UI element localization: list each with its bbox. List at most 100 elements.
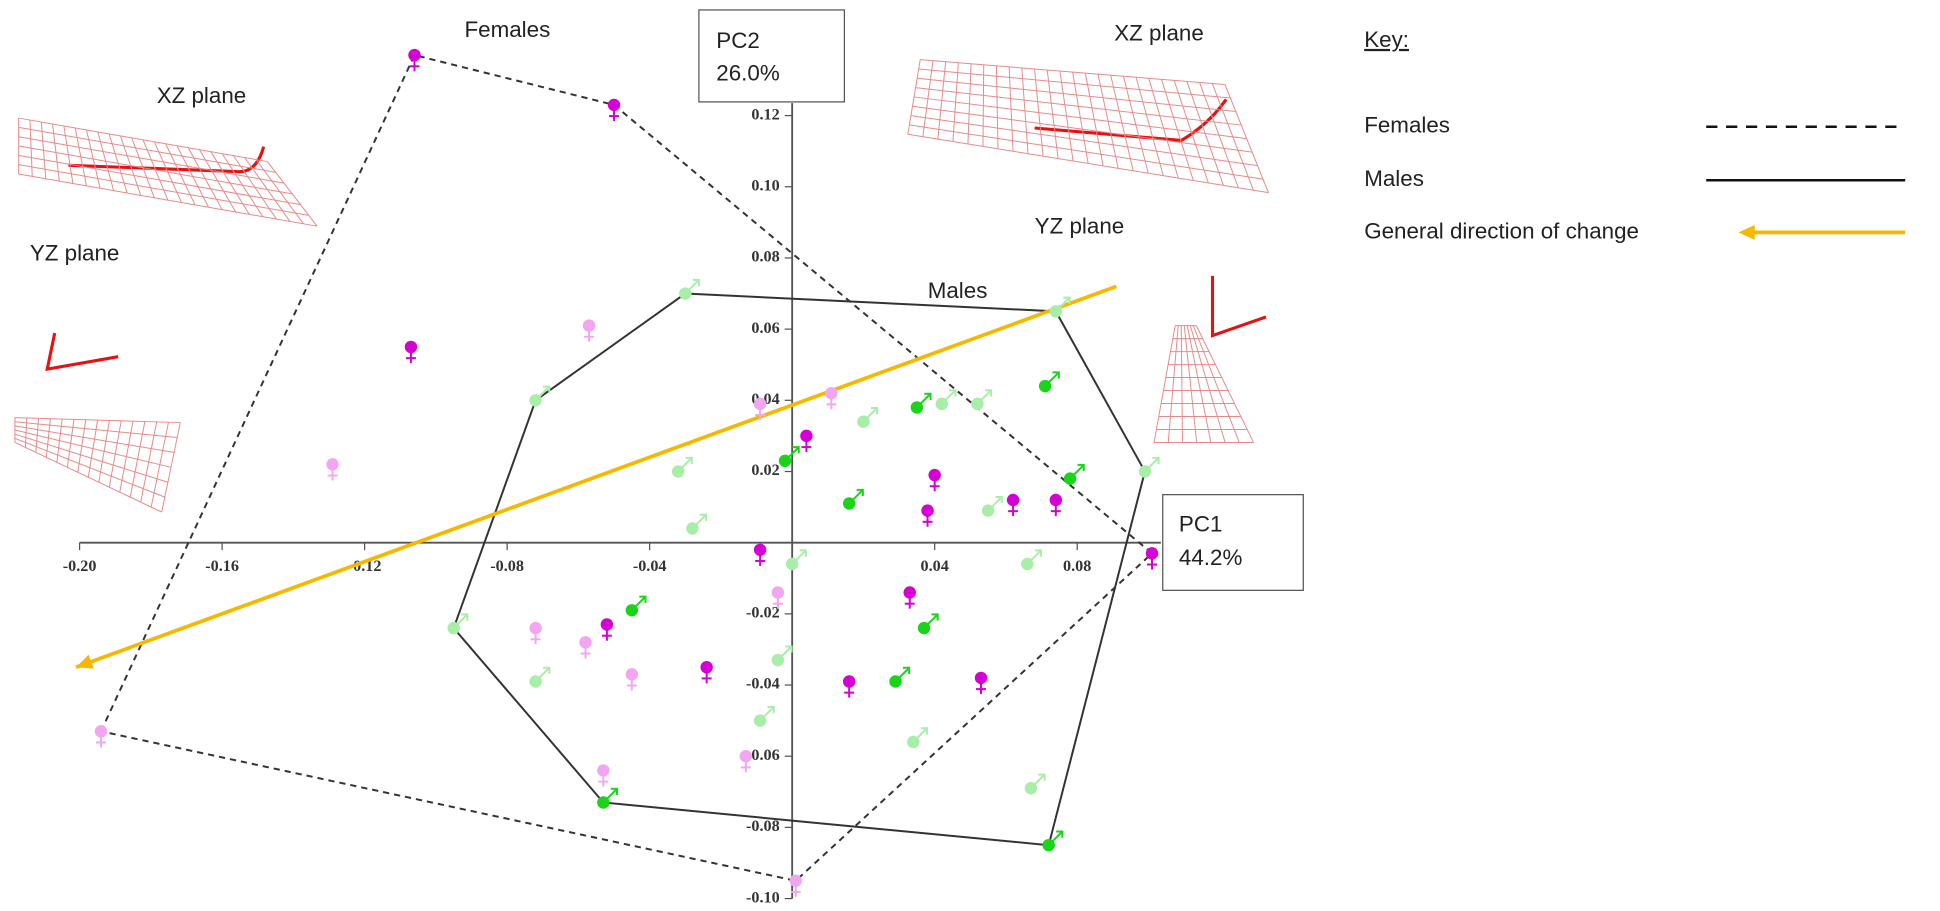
data-point	[686, 522, 699, 535]
data-point	[1138, 465, 1152, 478]
grid-deco	[14, 417, 181, 424]
data-point	[857, 415, 870, 428]
grid-deco	[1153, 325, 1176, 443]
annotation: Females	[464, 17, 550, 42]
data-point	[700, 661, 713, 674]
symbol-glyph	[543, 385, 551, 393]
symbol-glyph	[788, 446, 800, 458]
data-point	[753, 714, 767, 727]
annotation: YZ plane	[1035, 213, 1125, 238]
legend-label: Females	[1364, 113, 1450, 138]
shape-change-curve	[1210, 275, 1267, 338]
legend-label: General direction of change	[1364, 218, 1639, 243]
data-point	[935, 397, 949, 411]
x-tick-label: -0.08	[490, 558, 524, 575]
symbol-glyph	[1048, 371, 1060, 384]
symbol-glyph	[1063, 296, 1071, 304]
grid-deco	[18, 145, 293, 195]
annotation: YZ plane	[30, 241, 120, 266]
shape-change-curve	[45, 332, 119, 372]
grid-deco	[14, 425, 175, 453]
data-point	[679, 287, 692, 300]
data-point	[889, 675, 902, 688]
y-tick-label: 0.06	[751, 320, 779, 337]
symbol-glyph	[927, 613, 939, 626]
symbol-glyph	[695, 514, 707, 526]
data-point	[753, 543, 767, 557]
data-point	[447, 621, 460, 635]
symbol-glyph	[931, 613, 939, 621]
y-tick-label: -0.08	[746, 818, 780, 835]
symbol-glyph	[692, 278, 700, 287]
data-point	[917, 621, 931, 635]
y-axis-variance: 26.0%	[716, 60, 780, 85]
symbol-glyph	[919, 393, 932, 405]
symbol-glyph	[688, 279, 700, 291]
data-point	[800, 429, 813, 443]
symbol-glyph	[980, 389, 992, 401]
symbol-glyph	[949, 389, 957, 397]
data-point	[529, 621, 542, 635]
data-point	[529, 394, 542, 407]
symbol-glyph	[944, 389, 957, 401]
data-point	[597, 796, 610, 809]
data-point	[771, 653, 785, 667]
symbol-glyph	[898, 667, 910, 679]
grid-deco	[910, 115, 1258, 167]
symbol-glyph	[639, 595, 647, 603]
data-point	[579, 636, 592, 649]
group-hull	[99, 53, 1154, 882]
symbol-glyph	[1056, 830, 1064, 838]
grid-deco	[1180, 325, 1183, 443]
symbol-glyph	[1034, 549, 1042, 557]
data-point	[825, 386, 838, 400]
grid-deco	[1189, 325, 1226, 443]
grid-deco	[912, 105, 1253, 153]
data-point	[1145, 547, 1159, 560]
grid-deco	[18, 164, 309, 216]
y-tick-label: 0.12	[751, 106, 779, 123]
symbol-glyph	[699, 513, 708, 521]
grid-deco	[909, 124, 1264, 180]
symbol-glyph	[799, 549, 807, 557]
data-point	[907, 735, 920, 749]
symbol-glyph	[1051, 830, 1064, 843]
x-axis-variance: 44.2%	[1179, 545, 1243, 570]
grid-deco	[1167, 325, 1179, 443]
symbol-glyph	[916, 727, 928, 739]
grid-deco	[18, 154, 301, 206]
symbol-glyph	[866, 407, 878, 419]
data-point	[785, 557, 799, 571]
grid-deco	[14, 442, 162, 513]
pc1-label-box	[1162, 494, 1304, 591]
data-point	[1063, 472, 1077, 485]
grid-deco	[14, 437, 165, 498]
symbol-glyph	[538, 385, 551, 398]
data-point	[903, 586, 916, 599]
symbol-glyph	[456, 613, 469, 626]
y-tick-label: -0.06	[746, 747, 780, 764]
y-tick-label: 0.02	[751, 462, 779, 479]
data-point	[597, 764, 610, 777]
grid-deco	[14, 433, 169, 483]
grid-deco	[913, 96, 1247, 140]
grid-deco	[18, 136, 285, 184]
data-point	[789, 874, 802, 887]
legend-label: Males	[1364, 166, 1424, 191]
symbol-glyph	[538, 667, 551, 679]
data-point	[1006, 493, 1020, 507]
grid-deco	[918, 68, 1231, 99]
symbol-glyph	[634, 595, 647, 608]
symbol-glyph	[902, 666, 911, 675]
data-point	[326, 458, 339, 471]
symbol-glyph	[780, 645, 793, 658]
symbol-glyph	[543, 666, 551, 675]
y-tick-label: -0.02	[746, 605, 780, 622]
symbol-glyph	[461, 613, 469, 621]
x-tick-label: 0.04	[921, 558, 949, 575]
legend-arrowhead	[1738, 224, 1755, 240]
grid-deco	[1195, 325, 1254, 443]
symbol-glyph	[606, 788, 618, 800]
